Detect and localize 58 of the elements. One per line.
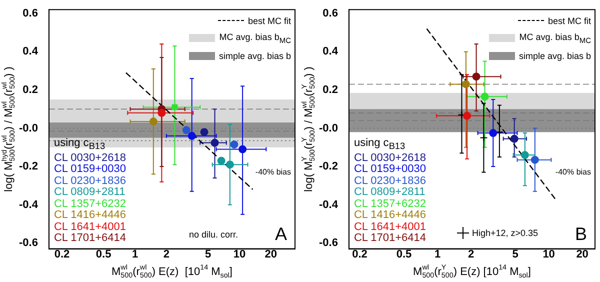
text: CL 1641+4001 bbox=[54, 220, 126, 233]
text: CL 0159+0030 bbox=[354, 163, 426, 176]
x-tick-label: 20 bbox=[576, 248, 588, 260]
y-tick-label: -0.0 bbox=[318, 122, 338, 134]
y-tick-label: 0.4 bbox=[322, 46, 339, 58]
y-tick-label: -0.4 bbox=[18, 198, 39, 211]
text: CL 0809+2811 bbox=[54, 186, 126, 199]
annotation: A bbox=[274, 224, 288, 244]
text: CL 1701+6414 bbox=[54, 232, 126, 245]
y-tick-label: 0.4 bbox=[22, 46, 39, 58]
y-tick-label: 0.6 bbox=[22, 7, 38, 20]
y-tick-label: -0.2 bbox=[18, 160, 38, 173]
text: CL 0230+1836 bbox=[54, 174, 126, 187]
legend-label: simple avg. bias b bbox=[218, 51, 291, 62]
legend-label: simple avg. bias b bbox=[518, 51, 591, 62]
x-tick-label: 0.5 bbox=[96, 248, 112, 260]
legend-label: High+12, z>0.35 bbox=[472, 228, 538, 238]
text: CL 0030+2618 bbox=[54, 152, 126, 164]
legend-title: using c$_{B13}$ bbox=[54, 137, 106, 153]
x-tick-label: 2 bbox=[163, 248, 170, 260]
text: CL 1357+6232 bbox=[354, 198, 426, 210]
x-tick-label: 5 bbox=[512, 248, 518, 260]
legend-label: MC avg. bias b$_{MC}$ bbox=[219, 32, 291, 46]
text: CL 1357+6232 bbox=[54, 198, 126, 210]
x-tick-label: 10 bbox=[542, 248, 555, 260]
legend-label: MC avg. bias b$_{MC}$ bbox=[519, 32, 591, 46]
x-tick-label: 20 bbox=[264, 248, 278, 260]
x-tick-label: 0.5 bbox=[396, 248, 412, 260]
x-tick-label: 2 bbox=[468, 248, 474, 260]
legend-label: best MC fit bbox=[548, 16, 591, 26]
y-tick-label: -0.6 bbox=[318, 237, 338, 250]
y-tick-label: 0.6 bbox=[322, 7, 338, 20]
annotation: no dilu. corr. bbox=[188, 229, 238, 240]
text: CL 1416+4446 bbox=[54, 209, 126, 222]
y-tick-label: -0.4 bbox=[318, 198, 339, 211]
x-tick-label: 1 bbox=[132, 248, 138, 260]
legend-title: using c$_{B13}$ bbox=[354, 137, 406, 153]
text: CL 0030+2618 bbox=[354, 152, 426, 164]
x-tick-label: 0.2 bbox=[54, 248, 70, 260]
text: CL 1701+6414 bbox=[354, 232, 426, 245]
legend-label: best MC fit bbox=[248, 16, 291, 26]
y-tick-label: -0.6 bbox=[18, 237, 38, 250]
y-tick-label: 0.2 bbox=[322, 84, 338, 96]
text: CL 0809+2811 bbox=[354, 186, 426, 199]
x-tick-label: 1 bbox=[434, 248, 441, 260]
text: CL 1641+4001 bbox=[354, 220, 426, 233]
x-tick-label: 10 bbox=[233, 248, 246, 260]
annotation: -40% bias bbox=[555, 167, 592, 176]
annotation: B bbox=[574, 224, 588, 244]
y-tick-label: -0.2 bbox=[318, 160, 338, 173]
text: CL 0230+1836 bbox=[354, 174, 426, 187]
y-tick-label: 0.2 bbox=[22, 84, 38, 96]
x-tick-label: 5 bbox=[204, 248, 212, 260]
text: CL 1416+4446 bbox=[354, 209, 426, 222]
y-tick-label: -0.0 bbox=[18, 122, 38, 134]
x-tick-label: 0.2 bbox=[352, 248, 368, 260]
text: CL 0159+0030 bbox=[54, 163, 126, 176]
annotation: -40% bias bbox=[255, 167, 292, 176]
